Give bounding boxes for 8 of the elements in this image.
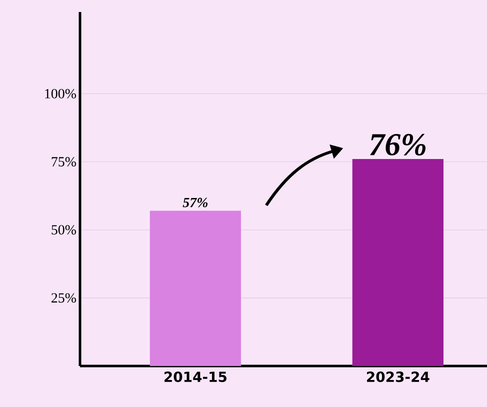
y-tick-label: 75% — [52, 157, 76, 166]
x-tick-label: 2023-24 — [367, 372, 430, 382]
data-label: 57% — [182, 198, 208, 208]
x-tick-label: 2014-15 — [164, 372, 226, 382]
y-tick-label: 100% — [45, 88, 76, 98]
y-tick-label: 25% — [52, 293, 76, 303]
y-tick-label: 50% — [52, 225, 76, 235]
data-label: 76% — [370, 134, 426, 156]
